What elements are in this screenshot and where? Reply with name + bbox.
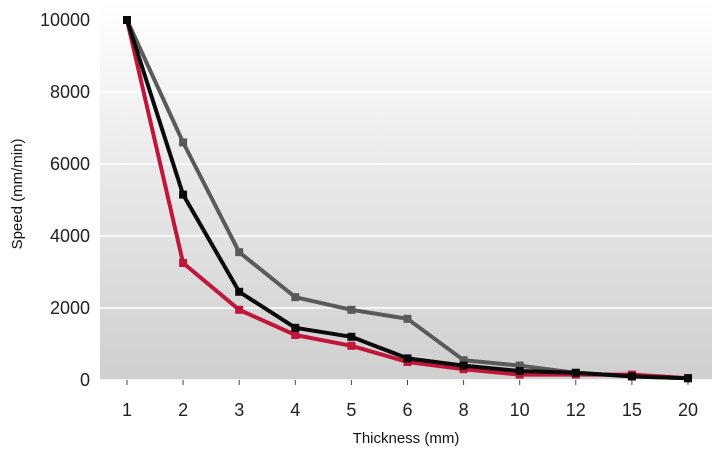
plot-background [100, 0, 712, 380]
data-point [179, 190, 188, 199]
y-tick-label: 8000 [50, 82, 90, 102]
data-point [235, 248, 244, 257]
x-axis-ticks [126, 380, 689, 385]
data-point [515, 367, 524, 375]
data-point [347, 341, 356, 350]
series-lines [123, 16, 692, 383]
data-point [515, 361, 524, 370]
grid-lines [100, 19, 712, 309]
data-point [403, 354, 412, 363]
data-point [459, 356, 468, 365]
data-point [684, 374, 692, 383]
x-tick-label: 1 [122, 400, 132, 420]
data-point [291, 293, 300, 302]
x-tick-label: 10 [510, 400, 530, 420]
x-tick-label: 5 [346, 400, 356, 420]
data-point [235, 287, 244, 296]
data-point [347, 305, 356, 314]
data-point [179, 138, 188, 147]
y-tick-label: 2000 [50, 298, 90, 318]
y-tick-label: 6000 [50, 154, 90, 174]
x-axis-title: Thickness (mm) [353, 430, 460, 447]
y-axis-title: Speed (mm/min) [9, 139, 26, 250]
x-tick-label: 4 [290, 400, 300, 420]
x-tick-label: 12 [566, 400, 586, 420]
x-tick-label: 2 [178, 400, 188, 420]
series-3 [123, 16, 692, 383]
data-point [403, 314, 412, 323]
y-axis-tick-labels: 0 2000 4000 6000 8000 10000 [40, 10, 90, 390]
data-point [347, 332, 356, 341]
y-tick-label: 0 [80, 370, 90, 390]
x-tick-label: 15 [622, 400, 642, 420]
x-tick-label: 8 [459, 400, 469, 420]
data-point [235, 305, 244, 314]
y-tick-label: 10000 [40, 10, 90, 30]
data-point [123, 16, 131, 24]
x-tick-label: 3 [234, 400, 244, 420]
x-tick-label: 20 [678, 400, 698, 420]
data-point [291, 331, 300, 339]
data-point [179, 259, 188, 267]
data-point [291, 323, 300, 332]
y-tick-label: 4000 [50, 226, 90, 246]
data-point [627, 372, 636, 381]
x-tick-label: 6 [402, 400, 412, 420]
data-point [459, 361, 468, 370]
data-point [571, 368, 580, 377]
x-axis-tick-labels: 1 2 3 4 5 6 8 10 12 15 20 [122, 400, 698, 420]
